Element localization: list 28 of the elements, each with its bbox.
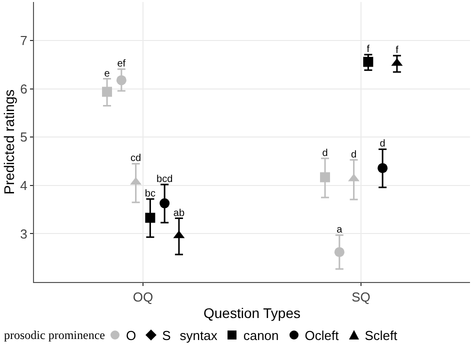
legend-label: Scleft: [364, 328, 398, 342]
legend-label: canon: [243, 328, 279, 342]
y-tick-label: 5: [20, 130, 28, 145]
data-label: cd: [130, 153, 142, 164]
x-tick-label: SQ: [352, 290, 370, 305]
data-label: f: [396, 45, 399, 56]
y-axis-title: Predicted ratings: [0, 89, 17, 195]
data-label: d: [351, 149, 357, 160]
x-axis-title: Question Types: [203, 304, 301, 321]
data-label: bc: [144, 188, 156, 200]
legend-label: syntax: [180, 328, 218, 342]
y-tick-label: 7: [20, 33, 28, 48]
data-label: e: [104, 68, 110, 80]
data-label: bcd: [156, 174, 173, 185]
x-tick-label: OQ: [132, 290, 154, 305]
data-label: f: [366, 44, 370, 56]
legend-title: prosodic prominence: [4, 328, 105, 342]
legend-label: S: [162, 328, 171, 342]
data-label: d: [322, 148, 328, 159]
legend-label: O: [126, 328, 136, 342]
data-label: ab: [173, 208, 185, 219]
y-tick-label: 3: [20, 226, 28, 242]
data-label: a: [336, 224, 343, 236]
legend-label: Ocleft: [304, 328, 339, 342]
y-tick-label: 6: [20, 81, 28, 96]
data-label: d: [380, 138, 386, 150]
data-label: ef: [117, 58, 126, 70]
y-tick-label: 4: [20, 178, 28, 193]
